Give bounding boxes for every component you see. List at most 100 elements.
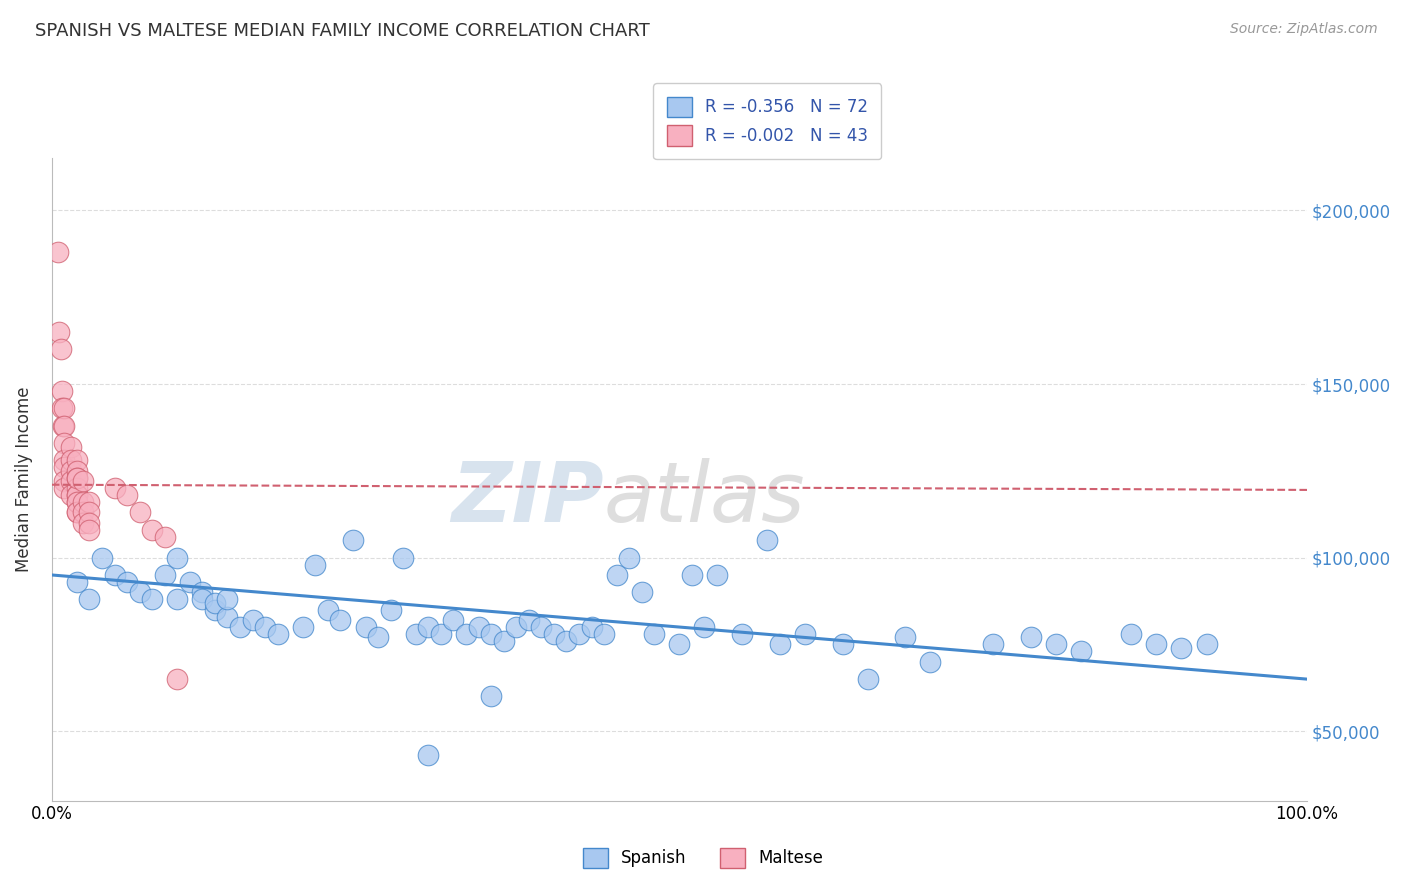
Point: [367, 631, 389, 645]
Point: [66, 574, 89, 589]
Point: [229, 620, 252, 634]
Point: [66, 488, 89, 502]
Point: [66, 506, 89, 520]
Point: [66, 471, 89, 485]
Point: [53, 401, 76, 416]
Point: [153, 568, 176, 582]
Point: [53, 475, 76, 489]
Point: [79, 506, 101, 520]
Point: [49, 343, 72, 357]
Y-axis label: Median Family Income: Median Family Income: [15, 387, 32, 573]
Point: [316, 603, 339, 617]
Point: [920, 655, 942, 669]
Point: [166, 672, 188, 686]
Point: [91, 550, 114, 565]
Point: [606, 568, 628, 582]
Point: [53, 453, 76, 467]
Point: [492, 634, 515, 648]
Point: [479, 690, 502, 704]
Point: [430, 627, 453, 641]
Point: [166, 550, 188, 565]
Point: [354, 620, 377, 634]
Point: [581, 620, 603, 634]
Point: [53, 436, 76, 450]
Point: [66, 471, 89, 485]
Point: [267, 627, 290, 641]
Text: SPANISH VS MALTESE MEDIAN FAMILY INCOME CORRELATION CHART: SPANISH VS MALTESE MEDIAN FAMILY INCOME …: [35, 22, 650, 40]
Point: [103, 568, 125, 582]
Point: [51, 401, 73, 416]
Point: [304, 558, 326, 572]
Point: [66, 481, 89, 495]
Point: [342, 533, 364, 548]
Point: [593, 627, 616, 641]
Point: [769, 637, 792, 651]
Point: [517, 613, 540, 627]
Point: [242, 613, 264, 627]
Point: [505, 620, 527, 634]
Point: [166, 592, 188, 607]
Point: [693, 620, 716, 634]
Point: [467, 620, 489, 634]
Point: [72, 516, 94, 530]
Point: [392, 550, 415, 565]
Point: [291, 620, 314, 634]
Point: [568, 627, 591, 641]
Point: [681, 568, 703, 582]
Point: [418, 748, 440, 763]
Point: [53, 481, 76, 495]
Point: [555, 634, 578, 648]
Point: [1045, 637, 1067, 651]
Point: [217, 592, 239, 607]
Point: [380, 603, 402, 617]
Point: [66, 495, 89, 509]
Point: [103, 481, 125, 495]
Point: [454, 627, 477, 641]
Point: [217, 609, 239, 624]
Point: [191, 585, 214, 599]
Point: [405, 627, 427, 641]
Point: [191, 592, 214, 607]
Point: [115, 574, 138, 589]
Point: [981, 637, 1004, 651]
Point: [72, 495, 94, 509]
Point: [72, 475, 94, 489]
Legend: Spanish, Maltese: Spanish, Maltese: [576, 841, 830, 875]
Point: [254, 620, 277, 634]
Point: [48, 325, 70, 339]
Point: [66, 506, 89, 520]
Point: [479, 627, 502, 641]
Point: [630, 585, 652, 599]
Point: [1121, 627, 1143, 641]
Point: [543, 627, 565, 641]
Point: [59, 453, 82, 467]
Point: [53, 418, 76, 433]
Point: [530, 620, 553, 634]
Point: [793, 627, 815, 641]
Point: [204, 596, 226, 610]
Point: [179, 574, 201, 589]
Point: [894, 631, 917, 645]
Point: [66, 453, 89, 467]
Point: [128, 585, 150, 599]
Point: [52, 418, 75, 433]
Point: [153, 530, 176, 544]
Point: [1070, 644, 1092, 658]
Point: [441, 613, 464, 627]
Point: [856, 672, 879, 686]
Point: [1144, 637, 1167, 651]
Point: [66, 495, 89, 509]
Point: [617, 550, 640, 565]
Point: [1019, 631, 1042, 645]
Point: [643, 627, 665, 641]
Legend: R = -0.356   N = 72, R = -0.002   N = 43: R = -0.356 N = 72, R = -0.002 N = 43: [654, 83, 882, 159]
Point: [51, 384, 73, 398]
Point: [204, 603, 226, 617]
Point: [1170, 640, 1192, 655]
Point: [141, 592, 163, 607]
Point: [418, 620, 440, 634]
Point: [79, 523, 101, 537]
Point: [706, 568, 728, 582]
Text: atlas: atlas: [605, 458, 806, 540]
Point: [79, 592, 101, 607]
